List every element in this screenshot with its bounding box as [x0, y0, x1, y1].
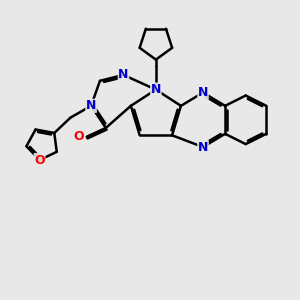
Text: O: O [73, 130, 84, 143]
Text: O: O [34, 154, 45, 166]
Text: N: N [118, 68, 129, 81]
Text: N: N [198, 86, 208, 99]
Text: N: N [151, 83, 161, 96]
Text: N: N [86, 99, 96, 112]
Text: N: N [198, 141, 208, 154]
